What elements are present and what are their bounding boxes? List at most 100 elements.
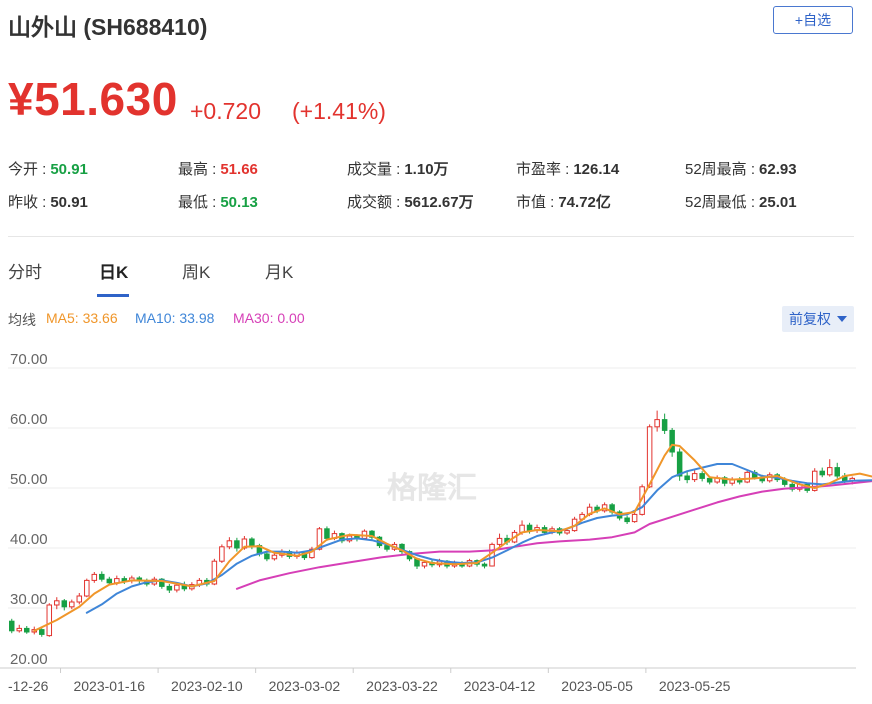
stat-pe: 市盈率 :126.14 <box>516 161 620 178</box>
price-change: +0.720 <box>190 98 261 124</box>
tab-monthly-k[interactable]: 月K <box>265 263 294 282</box>
candle-body <box>706 477 713 483</box>
active-tab-indicator <box>97 294 129 297</box>
ma-legend: 均线 MA5: 33.66 MA10: 33.98 MA30: 0.00 <box>8 310 868 332</box>
stat-open: 今开 :50.91 <box>8 161 88 178</box>
x-tick-label: 2023-03-02 <box>269 678 341 694</box>
candle-body <box>91 573 98 581</box>
candle-body <box>211 560 218 585</box>
candle-body <box>676 451 683 477</box>
candle-body <box>384 545 390 550</box>
tab-intraday[interactable]: 分时 <box>8 263 42 282</box>
x-tick-label: 2023-02-10 <box>171 678 243 694</box>
y-tick-label: 20.00 <box>10 651 48 668</box>
candle-body <box>39 629 45 635</box>
candle-body <box>691 473 698 481</box>
candle-body <box>826 467 833 476</box>
candle-body <box>631 513 638 523</box>
divider <box>8 236 854 237</box>
candle-body <box>249 538 255 547</box>
candle-body <box>316 528 323 550</box>
candle-body <box>324 528 330 539</box>
candle-body <box>699 473 705 479</box>
current-price: ¥51.630 <box>8 73 178 125</box>
candle-body <box>99 573 105 580</box>
stats-grid: 今开 :50.91 最高 :51.66 成交量 :1.10万 市盈率 :126.… <box>8 158 868 218</box>
candle-body <box>684 475 690 481</box>
candle-body <box>61 600 68 608</box>
candle-body <box>9 620 15 632</box>
candle-body <box>481 563 488 567</box>
chart-axes: 70.00 60.00 50.00 40.00 30.00 20.00 -12-26 2023… <box>0 351 856 694</box>
tab-daily-k[interactable]: 日K <box>99 263 129 282</box>
candle-body <box>669 429 675 453</box>
stat-market-cap: 市值 :74.72亿 <box>516 194 611 211</box>
candle-body <box>661 419 668 431</box>
ma30-line <box>235 480 872 590</box>
candle-body <box>624 517 630 523</box>
x-tick-label: 2023-04-12 <box>464 678 536 694</box>
candle-body <box>811 470 818 491</box>
ma5-legend: MA5: 33.66 <box>46 310 118 326</box>
ma-lines <box>33 443 872 632</box>
ma30-legend: MA30: 0.00 <box>233 310 305 326</box>
watermark: 格隆汇 <box>387 471 477 506</box>
candle-body <box>84 579 90 597</box>
x-tick-label: 2023-01-16 <box>73 678 145 694</box>
x-tick-label: -12-26 <box>8 678 49 694</box>
caret-down-icon <box>837 316 847 322</box>
candle-body <box>421 561 428 567</box>
chart-tabs: 分时 日K 周K 月K <box>8 258 408 298</box>
candle-body <box>654 419 660 428</box>
candle-body <box>489 543 495 567</box>
candle-body <box>16 627 23 632</box>
candles <box>9 410 855 637</box>
candle-body <box>264 553 270 560</box>
x-tick-label: 2023-05-05 <box>561 678 633 694</box>
y-tick-label: 30.00 <box>10 591 48 608</box>
stat-low: 最低 :50.13 <box>178 194 258 211</box>
ma5-line <box>33 443 872 632</box>
quote-row: ¥51.630 +0.720 (+1.41%) <box>8 72 708 132</box>
stock-title: 山外山 (SH688410) <box>8 14 208 40</box>
candle-body <box>69 601 75 608</box>
candle-body <box>24 627 30 633</box>
candle-body <box>226 540 233 548</box>
header: 山外山 (SH688410) +自选 <box>8 6 868 46</box>
candle-body <box>309 548 315 559</box>
candle-body <box>106 578 113 584</box>
candle-body <box>369 530 375 538</box>
candle-body <box>174 584 180 591</box>
stat-volume: 成交量 :1.10万 <box>347 161 449 178</box>
candle-body <box>526 524 533 531</box>
ma10-legend: MA10: 33.98 <box>135 310 215 326</box>
candle-body <box>834 467 840 477</box>
y-tick-label: 40.00 <box>10 531 48 548</box>
tab-weekly-k[interactable]: 周K <box>182 263 211 282</box>
chart-grid <box>8 367 856 669</box>
candlestick-chart[interactable]: 格隆汇 70.00 60.00 50.00 40.00 30.00 20.00 -12-26… <box>0 340 872 704</box>
candle-body <box>76 595 83 603</box>
candle-body <box>271 554 278 560</box>
stat-prev-close: 昨收 :50.91 <box>8 194 88 211</box>
candle-body <box>744 471 750 483</box>
candle-body <box>54 600 60 606</box>
adjust-dropdown-label: 前复权 <box>789 311 831 327</box>
candle-body <box>234 540 240 549</box>
candle-body <box>166 585 173 591</box>
adjust-dropdown[interactable]: 前复权 <box>782 306 854 332</box>
candle-body <box>819 470 825 476</box>
price-change-percent: (+1.41%) <box>292 98 386 124</box>
y-tick-label: 50.00 <box>10 471 48 488</box>
candle-body <box>159 578 165 587</box>
ma10-line <box>85 463 872 614</box>
stat-52w-low: 52周最低 :25.01 <box>685 194 797 211</box>
add-watchlist-button[interactable]: +自选 <box>773 6 853 34</box>
x-tick-label: 2023-03-22 <box>366 678 438 694</box>
y-tick-label: 70.00 <box>10 351 48 368</box>
candle-body <box>496 537 503 545</box>
stat-turnover: 成交额 :5612.67万 <box>347 194 474 211</box>
candle-body <box>646 426 653 488</box>
candle-body <box>564 530 570 534</box>
stat-high: 最高 :51.66 <box>178 161 258 178</box>
